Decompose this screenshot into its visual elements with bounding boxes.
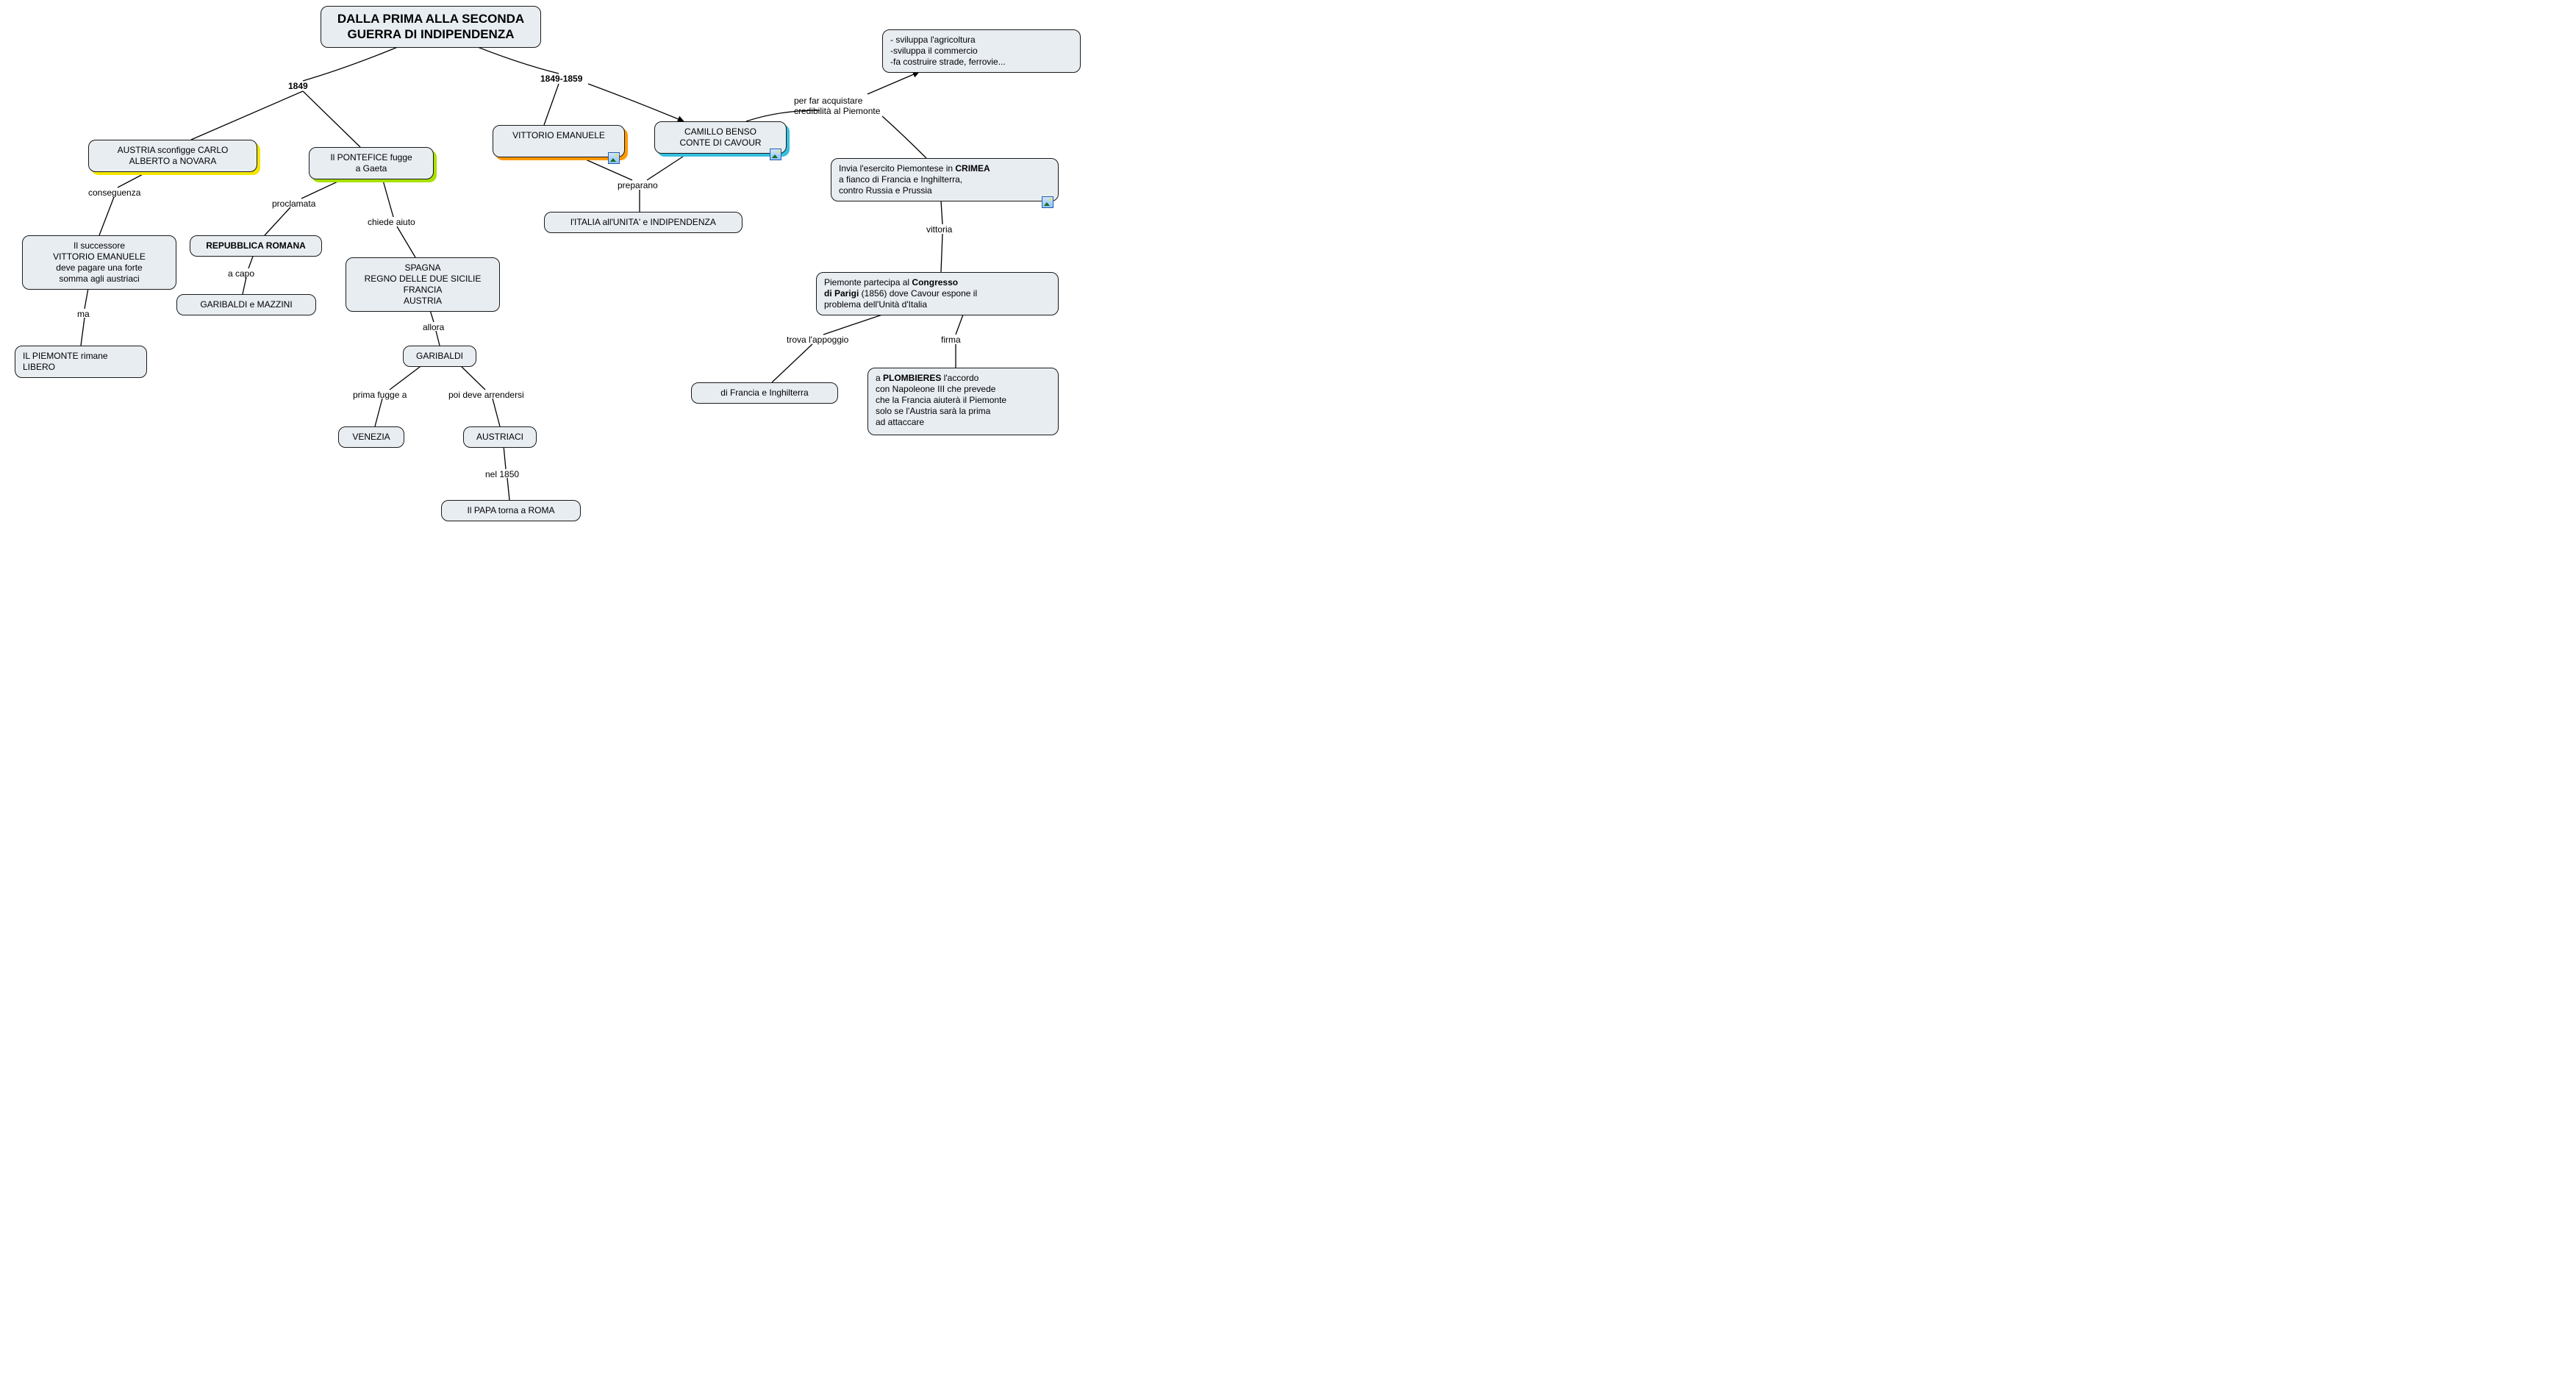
node-spagna: SPAGNAREGNO DELLE DUE SICILIEFRANCIAAUST…: [346, 257, 500, 312]
edge-label-nel1850: nel 1850: [485, 469, 519, 479]
concept-map-canvas: DALLA PRIMA ALLA SECONDAGUERRA DI INDIPE…: [0, 0, 1117, 603]
edge-28: [867, 72, 919, 94]
node-title: DALLA PRIMA ALLA SECONDAGUERRA DI INDIPE…: [321, 6, 541, 48]
edge-label-acapo: a capo: [228, 268, 254, 279]
edge-label-chiede: chiede aiuto: [368, 217, 415, 227]
edge-10: [301, 178, 346, 199]
node-repubblica: REPUBBLICA ROMANA: [190, 235, 322, 257]
edge-9: [81, 318, 85, 346]
edge-13: [243, 277, 246, 294]
node-papa: Il PAPA torna a ROMA: [441, 500, 581, 521]
edge-22: [504, 446, 506, 469]
edge-33: [772, 344, 812, 382]
node-sviluppo: - sviluppa l'agricoltura-sviluppa il com…: [882, 29, 1081, 73]
edge-24: [581, 157, 632, 180]
edge-21: [493, 399, 500, 426]
edge-34: [956, 315, 963, 335]
node-plombieres: a PLOMBIERES l'accordocon Napoleone III …: [867, 368, 1059, 435]
edge-label-l1849: 1849: [288, 81, 308, 91]
edge-6: [118, 172, 147, 188]
edge-20: [459, 365, 485, 390]
edge-30: [941, 201, 942, 224]
node-garibaldi: GARIBALDI: [403, 346, 476, 367]
edge-label-credibilita: per far acquistarecredibilità al Piemont…: [794, 96, 880, 116]
edge-1: [191, 91, 303, 140]
edge-16: [430, 310, 434, 322]
edge-label-prima: prima fugge a: [353, 390, 407, 400]
image-icon: [1042, 196, 1053, 208]
edge-2: [303, 91, 360, 147]
edge-label-conseguenza: conseguenza: [88, 188, 140, 198]
edge-11: [265, 207, 290, 235]
edge-label-proclamata: proclamata: [272, 199, 315, 209]
image-icon: [770, 149, 781, 160]
node-piemonte: IL PIEMONTE rimaneLIBERO: [15, 346, 147, 378]
edge-15: [397, 226, 415, 257]
edge-label-ma: ma: [77, 309, 90, 319]
image-icon: [608, 152, 620, 164]
node-crimea: Invia l'esercito Piemontese in CRIMEAa f…: [831, 158, 1059, 201]
edge-18: [390, 365, 423, 390]
node-vittorio: VITTORIO EMANUELE: [493, 125, 625, 157]
node-cavour: CAMILLO BENSOCONTE DI CAVOUR: [654, 121, 787, 154]
node-congresso: Piemonte partecipa al Congressodi Parigi…: [816, 272, 1059, 315]
edge-8: [85, 288, 88, 309]
node-successore: Il successoreVITTORIO EMANUELEdeve pagar…: [22, 235, 176, 290]
edge-7: [99, 197, 114, 235]
edge-23: [507, 478, 509, 500]
edge-label-appoggio: trova l'appoggio: [787, 335, 848, 345]
node-italia: l'ITALIA all'UNITA' e INDIPENDENZA: [544, 212, 743, 233]
edge-label-poi: poi deve arrendersi: [448, 390, 524, 400]
node-austria: AUSTRIA sconfigge CARLOALBERTO a NOVARA: [88, 140, 257, 172]
edge-4: [544, 84, 559, 125]
edge-32: [823, 315, 882, 335]
edge-label-vittoria: vittoria: [926, 224, 952, 235]
edge-31: [941, 234, 942, 272]
edge-19: [375, 399, 382, 426]
edge-label-preparano: preparano: [618, 180, 658, 190]
edge-14: [382, 178, 393, 217]
node-austriaci: AUSTRIACI: [463, 426, 537, 448]
node-venezia: VENEZIA: [338, 426, 404, 448]
edge-17: [436, 331, 440, 346]
edge-label-firma: firma: [941, 335, 961, 345]
node-pontefice: Il PONTEFICE fuggea Gaeta: [309, 147, 434, 179]
node-garimazz: GARIBALDI e MAZZINI: [176, 294, 316, 315]
edge-label-l1849_1859: 1849-1859: [540, 74, 582, 84]
edge-5: [588, 84, 684, 121]
node-francia: di Francia e Inghilterra: [691, 382, 838, 404]
edge-25: [647, 154, 687, 180]
edge-label-allora: allora: [423, 322, 444, 332]
edge-29: [882, 116, 926, 158]
